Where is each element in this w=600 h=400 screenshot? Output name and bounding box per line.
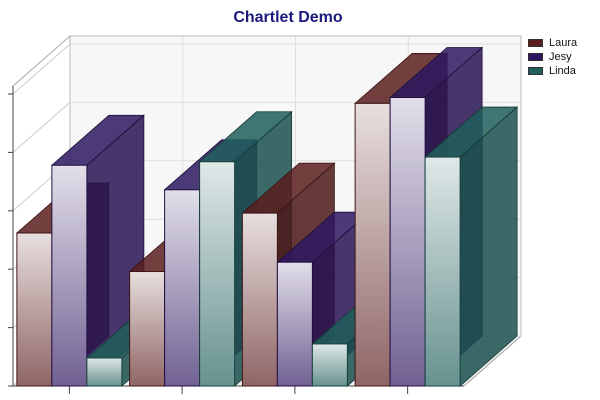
bar-jesy [51,164,88,387]
side-gridline [12,43,71,95]
legend-item: Jesy [528,50,577,64]
legend-swatch [528,67,543,75]
bar-laura [129,271,166,387]
legend-swatch [528,39,543,47]
bar-linda [311,343,348,387]
bar-laura [16,232,53,387]
bar-linda [424,156,461,387]
legend: Laura Jesy Linda [528,36,577,78]
legend-label: Jesy [549,50,572,63]
bar-jesy [164,189,201,387]
bar-jesy [276,261,313,387]
chart-title: Chartlet Demo [233,9,343,26]
legend-label: Linda [549,64,576,77]
side-wall-top [12,35,71,87]
legend-item: Laura [528,36,577,50]
legend-item: Linda [528,64,577,78]
floor-edge [463,335,522,387]
bar-jesy [389,97,426,387]
bar-laura [354,102,391,387]
legend-swatch [528,53,543,61]
legend-label: Laura [549,36,578,49]
bar-linda [199,161,236,387]
bar-linda [86,357,123,387]
bar-laura [241,212,278,387]
side-gridline [12,102,71,153]
